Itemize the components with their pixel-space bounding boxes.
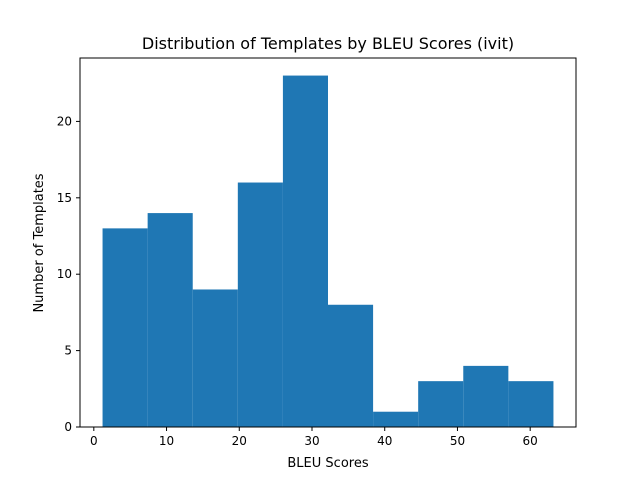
x-tick-label: 30 bbox=[304, 434, 319, 448]
histogram-bar-6 bbox=[328, 304, 374, 427]
histogram-bar-10 bbox=[508, 381, 554, 427]
histogram-bar-7 bbox=[373, 411, 419, 427]
y-tick-label: 0 bbox=[64, 420, 72, 434]
y-tick-label: 5 bbox=[64, 344, 72, 358]
histogram-bar-1 bbox=[102, 228, 148, 427]
y-tick-label: 15 bbox=[57, 191, 72, 205]
x-tick-label: 0 bbox=[90, 434, 98, 448]
histogram-bar-2 bbox=[147, 213, 193, 427]
x-axis-ticks: 0 10 20 30 40 50 60 bbox=[90, 427, 538, 448]
y-tick-label: 10 bbox=[57, 267, 72, 281]
y-axis-ticks: 0 5 10 15 20 bbox=[57, 114, 80, 434]
histogram-bar-3 bbox=[192, 289, 238, 427]
x-tick-label: 50 bbox=[450, 434, 465, 448]
histogram-bar-9 bbox=[463, 365, 509, 427]
x-tick-label: 20 bbox=[232, 434, 247, 448]
x-tick-label: 60 bbox=[523, 434, 538, 448]
plot-frame bbox=[79, 57, 577, 428]
y-tick-label: 20 bbox=[57, 114, 72, 128]
y-axis-label: Number of Templates bbox=[32, 173, 47, 312]
histogram-bar-5 bbox=[282, 75, 328, 427]
histogram-bars bbox=[102, 75, 554, 427]
histogram-bar-8 bbox=[418, 381, 464, 427]
x-axis-label: BLEU Scores bbox=[287, 456, 368, 471]
x-tick-label: 40 bbox=[377, 434, 392, 448]
chart-title: Distribution of Templates by BLEU Scores… bbox=[142, 34, 514, 53]
x-tick-label: 10 bbox=[159, 434, 174, 448]
histogram-bar-4 bbox=[237, 182, 283, 427]
